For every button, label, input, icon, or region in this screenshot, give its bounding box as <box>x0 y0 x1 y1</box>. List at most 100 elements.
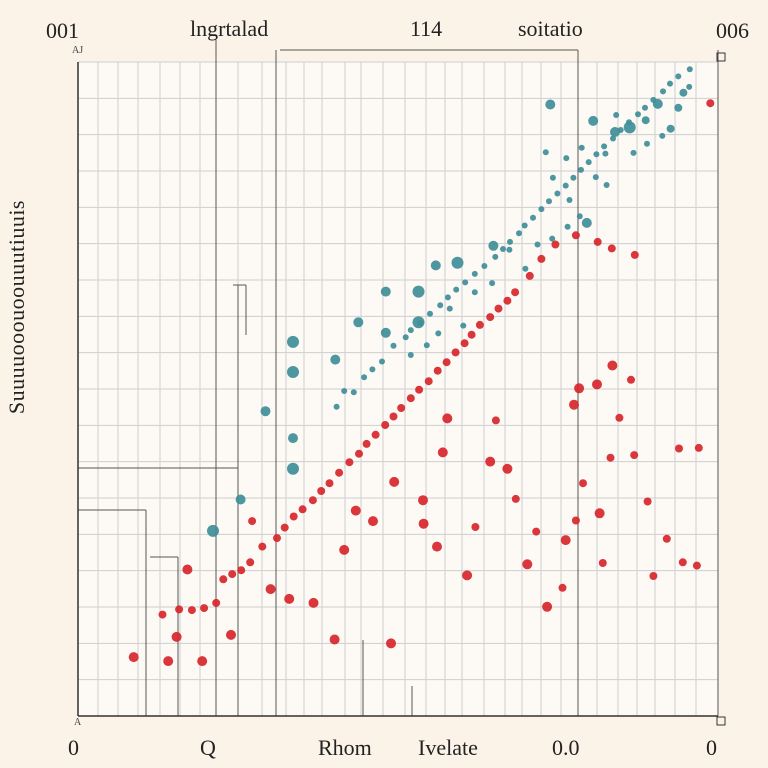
data-point-red-83 <box>598 559 607 567</box>
data-point-red-5 <box>175 605 184 614</box>
data-point-teal-70 <box>563 155 570 162</box>
data-point-red-84 <box>606 453 615 462</box>
data-point-teal-68 <box>686 66 693 73</box>
data-point-teal-92 <box>423 342 430 349</box>
data-point-teal-43 <box>481 263 488 269</box>
data-point-teal-91 <box>435 330 442 337</box>
data-point-red-60 <box>389 476 400 487</box>
data-point-red-66 <box>462 570 473 581</box>
data-point-red-94 <box>692 561 701 570</box>
data-point-teal-19 <box>610 127 620 137</box>
data-point-red-42 <box>503 296 512 305</box>
x-tick-label-2: Rhom <box>318 735 372 760</box>
data-point-teal-58 <box>601 143 608 150</box>
data-point-red-76 <box>560 535 571 546</box>
data-point-red-23 <box>335 468 344 477</box>
data-point-red-96 <box>706 99 715 108</box>
x-tick-label-3: Ivelate <box>418 735 478 760</box>
data-point-red-80 <box>579 479 587 488</box>
data-point-red-93 <box>678 558 687 567</box>
data-point-red-26 <box>362 439 371 448</box>
data-point-teal-85 <box>564 223 571 230</box>
data-point-red-22 <box>325 479 334 488</box>
data-point-teal-62 <box>635 111 641 118</box>
data-point-teal-26 <box>686 83 693 90</box>
data-point-teal-74 <box>549 174 556 181</box>
data-point-teal-9 <box>380 327 391 338</box>
data-point-red-24 <box>345 458 354 467</box>
data-point-teal-39 <box>444 294 451 301</box>
data-point-red-77 <box>571 516 580 525</box>
data-point-teal-49 <box>530 214 536 221</box>
x-tick-label-5: 0 <box>706 735 717 760</box>
data-point-teal-33 <box>390 342 397 349</box>
data-point-red-9 <box>182 564 193 575</box>
data-point-teal-21 <box>641 116 650 125</box>
data-point-red-15 <box>258 542 267 551</box>
data-point-teal-8 <box>353 317 364 328</box>
data-point-red-14 <box>248 517 257 526</box>
data-point-red-87 <box>630 451 639 460</box>
data-point-teal-52 <box>554 190 561 197</box>
data-point-red-13 <box>246 558 255 567</box>
data-point-red-3 <box>171 631 182 642</box>
data-point-red-52 <box>265 584 276 595</box>
data-point-red-71 <box>511 494 520 503</box>
y-axis-label: Suuuuooouoouuutiuuis <box>4 200 29 415</box>
data-point-red-85 <box>615 413 624 422</box>
data-point-teal-20 <box>623 121 636 134</box>
data-point-teal-75 <box>566 197 573 203</box>
data-point-red-31 <box>406 394 415 403</box>
data-point-red-32 <box>415 385 424 394</box>
data-point-teal-57 <box>593 151 600 158</box>
corner-marker-top-right <box>716 52 726 62</box>
data-point-red-4 <box>158 610 167 619</box>
data-point-teal-38 <box>437 302 444 309</box>
data-point-teal-29 <box>350 389 357 396</box>
data-point-teal-15 <box>488 240 499 251</box>
x-tick-label-1: Q <box>200 735 216 760</box>
data-point-teal-76 <box>592 174 599 181</box>
data-point-red-64 <box>437 447 448 458</box>
data-point-red-25 <box>355 449 363 458</box>
data-point-teal-5 <box>287 335 299 348</box>
data-point-teal-13 <box>430 260 441 271</box>
data-point-teal-87 <box>489 280 496 287</box>
data-point-teal-46 <box>507 238 513 245</box>
data-point-red-33 <box>424 377 433 386</box>
data-point-red-61 <box>418 518 429 529</box>
data-point-red-95 <box>694 443 703 452</box>
data-point-teal-89 <box>460 322 467 329</box>
data-point-red-67 <box>471 523 480 531</box>
data-point-teal-2 <box>260 406 271 417</box>
data-point-red-78 <box>569 399 579 410</box>
data-point-teal-31 <box>369 366 376 373</box>
data-point-teal-54 <box>570 174 577 181</box>
data-point-teal-24 <box>674 103 683 112</box>
top-right-label: 006 <box>716 18 749 43</box>
data-point-teal-36 <box>417 319 424 326</box>
data-point-teal-53 <box>562 182 569 189</box>
data-point-red-10 <box>219 575 228 584</box>
data-point-red-40 <box>486 313 495 322</box>
data-point-red-59 <box>368 516 378 527</box>
data-point-teal-55 <box>578 166 584 173</box>
data-point-red-63 <box>432 541 442 552</box>
data-point-red-41 <box>494 304 503 313</box>
data-point-red-55 <box>329 634 340 645</box>
data-point-red-90 <box>649 572 658 580</box>
data-point-teal-56 <box>585 159 592 166</box>
data-point-red-38 <box>467 330 476 339</box>
data-point-red-69 <box>491 416 500 425</box>
data-point-red-86 <box>607 360 618 371</box>
data-point-red-57 <box>339 544 350 555</box>
data-point-teal-86 <box>576 213 583 220</box>
data-point-red-6 <box>187 606 196 615</box>
data-point-red-53 <box>284 593 295 604</box>
data-point-teal-59 <box>610 135 616 142</box>
data-point-red-65 <box>442 413 453 424</box>
data-point-red-73 <box>532 527 541 536</box>
data-point-red-70 <box>502 463 513 474</box>
data-point-teal-90 <box>446 305 453 312</box>
